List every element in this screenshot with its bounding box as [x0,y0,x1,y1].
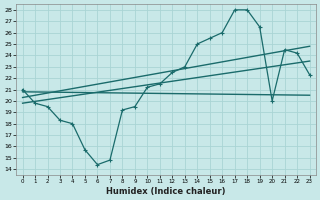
X-axis label: Humidex (Indice chaleur): Humidex (Indice chaleur) [106,187,226,196]
